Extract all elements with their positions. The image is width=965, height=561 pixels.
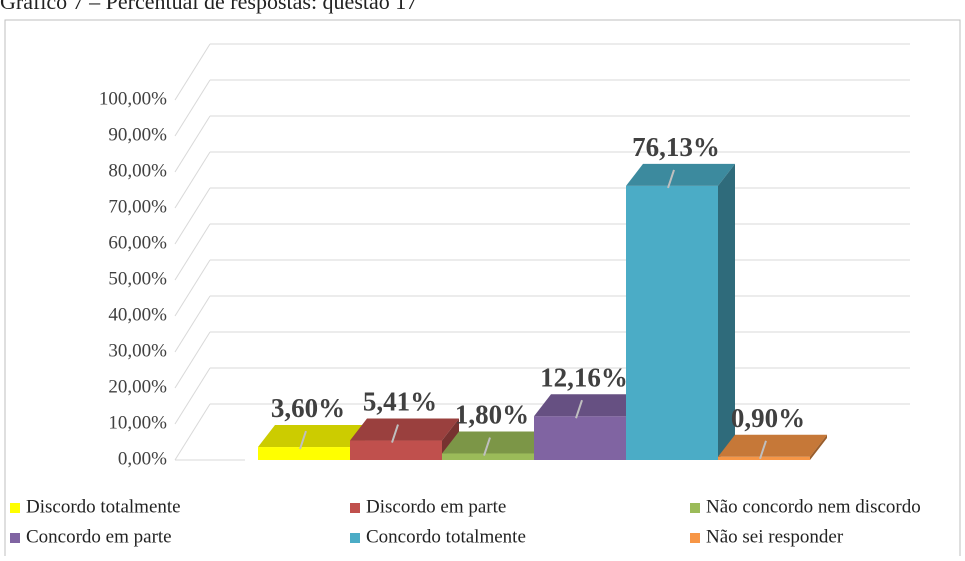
bar-top	[718, 434, 827, 457]
grid-line-side	[174, 79, 211, 137]
data-label: 76,13%	[632, 132, 720, 162]
y-tick-label: 30,00%	[108, 340, 167, 361]
legend-label: Concordo totalmente	[366, 526, 526, 547]
bar-front	[626, 185, 718, 460]
legend-label: Discordo em parte	[366, 496, 506, 517]
legend-swatch	[690, 533, 700, 543]
y-tick-label: 10,00%	[108, 412, 167, 433]
y-tick-label: 90,00%	[108, 124, 167, 145]
leader-line	[759, 440, 767, 460]
legend-swatch	[690, 503, 700, 513]
grid-line-side	[174, 187, 211, 245]
legend-label: Concordo em parte	[26, 526, 172, 547]
bar-top	[350, 418, 459, 441]
grid-line-side	[174, 403, 211, 461]
y-tick-label: 20,00%	[108, 376, 167, 397]
bar-top	[258, 425, 367, 448]
bar-top	[442, 431, 551, 454]
grid-line-side	[174, 43, 211, 101]
bar-front	[350, 440, 442, 460]
legend-label: Discordo totalmente	[26, 496, 181, 517]
leader-line	[575, 399, 583, 419]
legend-swatch	[350, 533, 360, 543]
y-tick-label: 0,00%	[118, 448, 167, 469]
chart-border	[4, 19, 961, 561]
bar-side	[810, 434, 827, 460]
y-tick-label: 40,00%	[108, 304, 167, 325]
y-tick-label: 70,00%	[108, 196, 167, 217]
y-tick-label: 100,00%	[99, 88, 167, 109]
bar-front	[442, 453, 534, 460]
leader-line	[299, 430, 307, 450]
grid-line-side	[174, 259, 211, 317]
bar-top	[626, 163, 735, 186]
chart-title: Gráfico 7 – Percentual de respostas: que…	[0, 0, 417, 14]
grid-line-side	[174, 331, 211, 389]
grid-line-side	[174, 367, 211, 425]
y-tick-label: 60,00%	[108, 232, 167, 253]
grid-line-side	[174, 151, 211, 209]
bar-top	[534, 394, 643, 417]
data-label: 5,41%	[363, 387, 437, 417]
leader-line	[667, 169, 675, 189]
y-tick-label: 50,00%	[108, 268, 167, 289]
bar-front	[534, 416, 626, 460]
leader-line	[391, 424, 399, 443]
y-tick-label: 80,00%	[108, 160, 167, 181]
legend-swatch	[10, 533, 20, 543]
data-label: 1,80%	[455, 400, 529, 430]
grid-line-side	[174, 223, 211, 281]
leader-line	[483, 437, 491, 456]
legend-swatch	[350, 503, 360, 513]
legend-swatch	[10, 503, 20, 513]
legend-label: Não sei responder	[706, 526, 844, 547]
legend-label: Não concordo nem discordo	[706, 496, 921, 517]
data-label: 12,16%	[540, 362, 628, 392]
data-label: 0,90%	[731, 403, 805, 433]
grid-line-side	[174, 115, 211, 173]
bar-side	[718, 163, 735, 460]
bar-front	[258, 447, 350, 460]
bar-front	[718, 456, 810, 460]
grid-line-side	[174, 295, 211, 353]
data-label: 3,60%	[271, 393, 345, 423]
